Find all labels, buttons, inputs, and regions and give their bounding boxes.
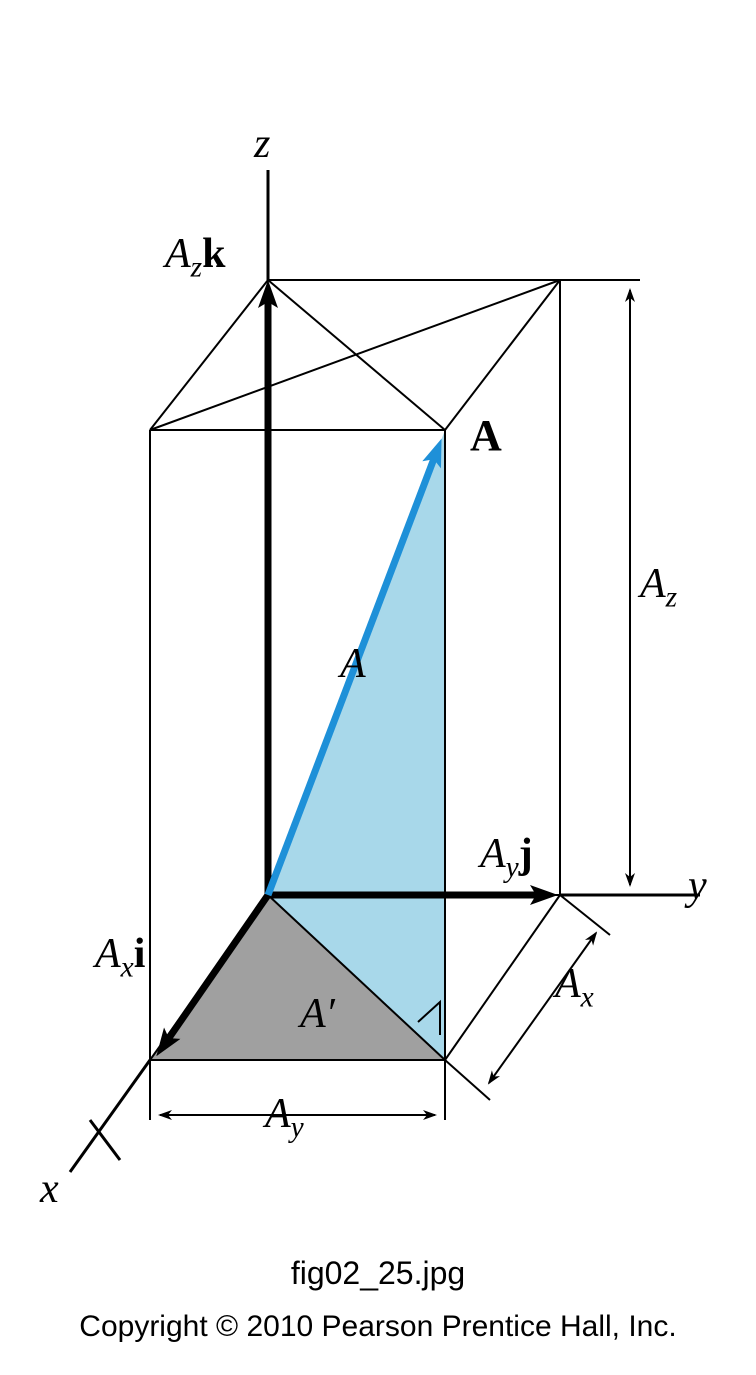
label-magnitude-A: A (340, 640, 366, 688)
label-dim-Az: Az (640, 560, 677, 614)
x-axis-extension (70, 1060, 150, 1172)
label-z-axis: z (254, 120, 270, 168)
label-dim-Ax: Ax (555, 960, 594, 1014)
label-y-axis: y (688, 862, 707, 910)
label-vector-A: A (470, 410, 502, 461)
label-Azk: Azk (165, 230, 225, 284)
label-x-axis: x (40, 1165, 59, 1213)
caption-filename: fig02_25.jpg (0, 1255, 756, 1292)
label-dim-Ay: Ay (265, 1090, 304, 1144)
label-Ayj: Ayj (480, 830, 533, 884)
vector-diagram-3d: z y x Azk Ayj Axi A A A′ Az Ax Ay (0, 0, 756, 1200)
label-Axi: Axi (95, 930, 145, 984)
label-A-prime: A′ (300, 990, 335, 1038)
caption-copyright: Copyright © 2010 Pearson Prentice Hall, … (0, 1310, 756, 1344)
